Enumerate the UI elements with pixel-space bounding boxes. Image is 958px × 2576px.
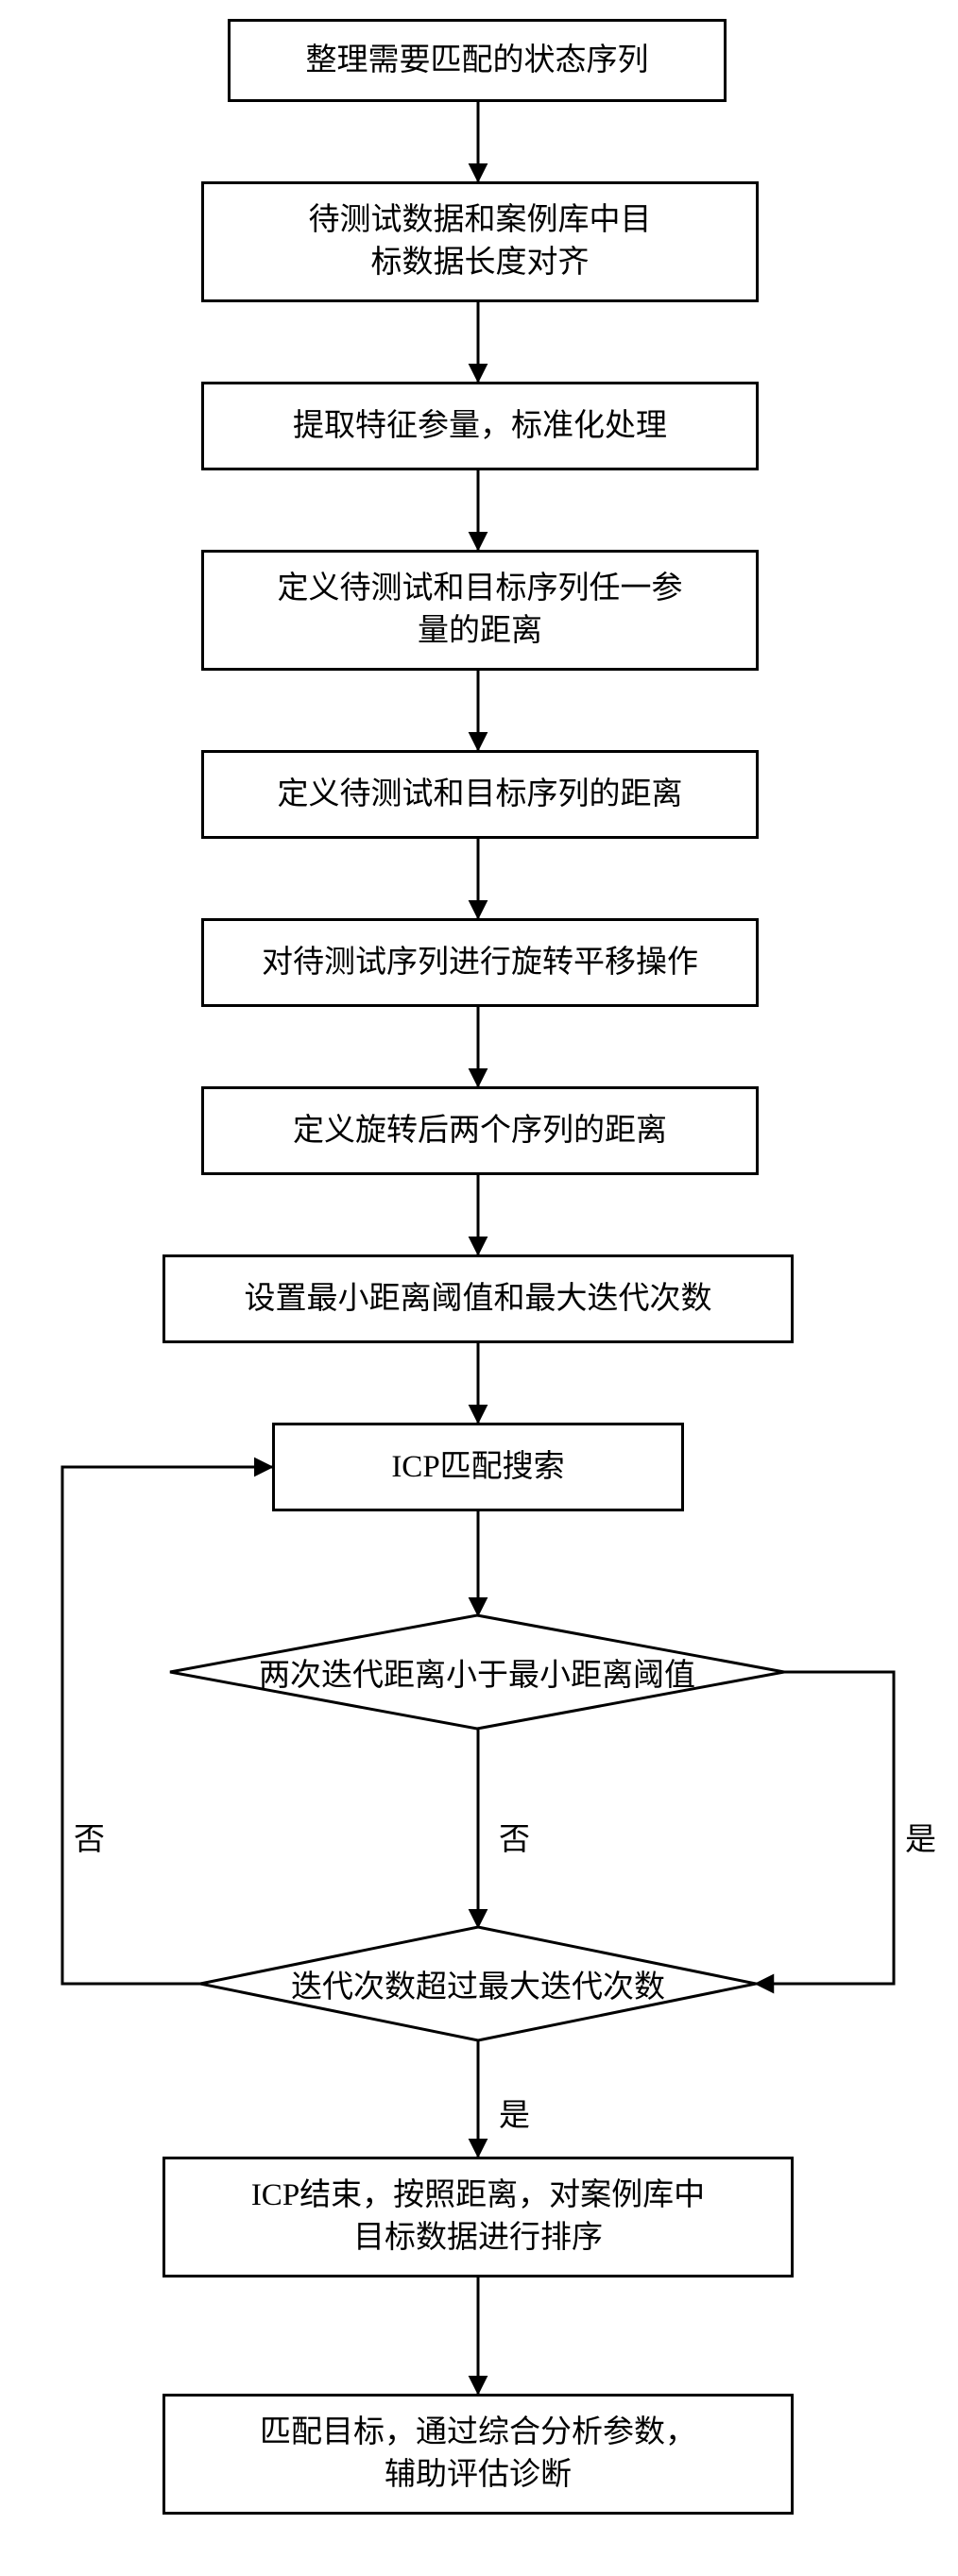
flow-node-n8: 设置最小距离阈值和最大迭代次数 bbox=[163, 1254, 794, 1343]
flow-node-n2: 待测试数据和案例库中目 标数据长度对齐 bbox=[201, 181, 759, 302]
flow-node-n1: 整理需要匹配的状态序列 bbox=[228, 19, 727, 102]
flow-node-n11: 匹配目标，通过综合分析参数， 辅助评估诊断 bbox=[163, 2394, 794, 2515]
diamond-label-d2: 迭代次数超过最大迭代次数 bbox=[200, 1927, 756, 2040]
edge-label: 是 bbox=[903, 1814, 938, 1859]
flow-node-n4: 定义待测试和目标序列任一参 量的距离 bbox=[201, 550, 759, 671]
node-label: 整理需要匹配的状态序列 bbox=[306, 40, 649, 82]
node-label: ICP匹配搜索 bbox=[391, 1446, 564, 1489]
flow-node-n9: ICP匹配搜索 bbox=[272, 1423, 684, 1511]
flow-node-n7: 定义旋转后两个序列的距离 bbox=[201, 1086, 759, 1175]
node-label: 对待测试序列进行旋转平移操作 bbox=[262, 942, 698, 984]
node-label: 设置最小距离阈值和最大迭代次数 bbox=[245, 1278, 712, 1321]
node-label: 两次迭代距离小于最小距离阈值 bbox=[259, 1649, 695, 1695]
flow-node-n5: 定义待测试和目标序列的距离 bbox=[201, 750, 759, 839]
flow-node-n3: 提取特征参量，标准化处理 bbox=[201, 382, 759, 470]
edge bbox=[62, 1467, 272, 1984]
node-label: 匹配目标，通过综合分析参数， 辅助评估诊断 bbox=[260, 2412, 696, 2496]
node-label: 待测试数据和案例库中目 标数据长度对齐 bbox=[309, 199, 652, 283]
node-label: 定义旋转后两个序列的距离 bbox=[293, 1110, 667, 1152]
edge bbox=[756, 1672, 894, 1984]
flowchart-canvas: 整理需要匹配的状态序列待测试数据和案例库中目 标数据长度对齐提取特征参量，标准化… bbox=[0, 0, 958, 2576]
edge-label: 否 bbox=[497, 1814, 532, 1859]
node-label: 定义待测试和目标序列的距离 bbox=[278, 774, 683, 816]
node-label: ICP结束，按照距离，对案例库中 目标数据进行排序 bbox=[251, 2175, 705, 2259]
node-label: 定义待测试和目标序列任一参 量的距离 bbox=[278, 568, 683, 652]
flow-node-n10: ICP结束，按照距离，对案例库中 目标数据进行排序 bbox=[163, 2157, 794, 2277]
flow-node-n6: 对待测试序列进行旋转平移操作 bbox=[201, 918, 759, 1007]
flow-diamond-d1 bbox=[170, 1615, 784, 1729]
diamond-label-d1: 两次迭代距离小于最小距离阈值 bbox=[170, 1615, 784, 1729]
flow-diamond-d2 bbox=[200, 1927, 756, 2040]
node-label: 提取特征参量，标准化处理 bbox=[293, 405, 667, 448]
edge-label: 否 bbox=[72, 1814, 107, 1859]
edge-label: 是 bbox=[497, 2090, 532, 2135]
node-label: 迭代次数超过最大迭代次数 bbox=[291, 1961, 665, 2006]
